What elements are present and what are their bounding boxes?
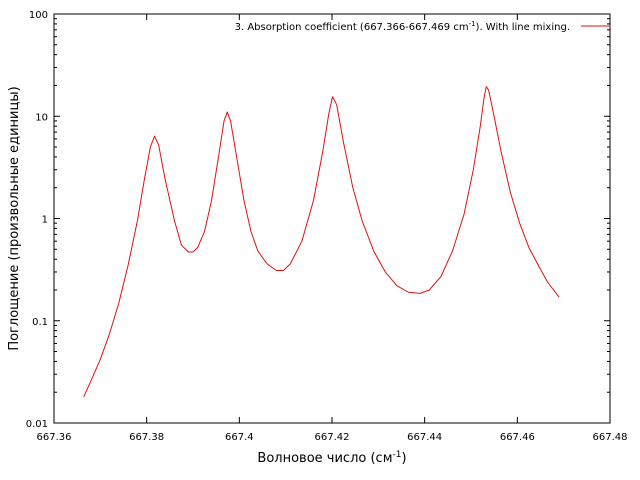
y-tick-label: 1 [42, 215, 48, 226]
y-axis-title: Поглощение (произвольные единицы) [7, 86, 22, 350]
x-tick-label: 667.44 [407, 432, 442, 443]
legend-label-main: 3. Absorption coefficient (667.366-667.4… [235, 22, 469, 33]
x-axis-title-sup: -1 [393, 450, 402, 460]
x-tick-label: 667.4 [225, 432, 254, 443]
y-tick-label: 0.1 [32, 317, 48, 328]
x-tick-label: 667.46 [500, 432, 535, 443]
x-axis-title: Волновое число (см-1) [257, 450, 406, 466]
series-group [83, 86, 560, 398]
x-axis-ticks: 667.36 667.38 667.4 667.42 667.44 667.46 667.4… [37, 14, 628, 443]
x-tick-label: 667.48 [593, 432, 628, 443]
y-tick-label: 100 [29, 10, 48, 21]
x-tick-label: 667.38 [129, 432, 164, 443]
x-tick-label: 667.42 [315, 432, 350, 443]
legend-label: 3. Absorption coefficient (667.366-667.4… [235, 20, 570, 33]
y-axis-ticks: 0.01 0.1 1 10 100 [26, 10, 610, 430]
y-tick-label: 0.01 [26, 419, 48, 430]
x-tick-label: 667.36 [37, 432, 72, 443]
legend: 3. Absorption coefficient (667.366-667.4… [235, 20, 609, 33]
series-line [83, 86, 560, 398]
x-axis-title-end: ) [401, 451, 406, 466]
legend-label-sup: -1 [469, 20, 476, 28]
y-tick-label: 10 [35, 112, 48, 123]
x-axis-title-main: Волновое число (см [257, 451, 392, 466]
legend-label-end: ). With line mixing. [476, 22, 570, 33]
